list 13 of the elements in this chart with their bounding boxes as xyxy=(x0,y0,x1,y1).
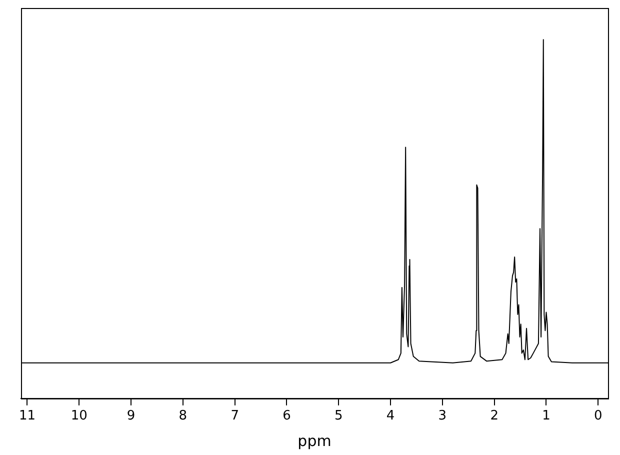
x-tick-label: 3 xyxy=(438,408,447,424)
x-tick-label: 1 xyxy=(542,408,550,424)
x-tick-label: 11 xyxy=(18,408,36,424)
x-tick-label: 6 xyxy=(282,408,291,424)
x-tick-label: 10 xyxy=(70,408,88,424)
x-axis-title: ppm xyxy=(298,432,332,450)
x-tick-label: 4 xyxy=(386,408,395,424)
x-tick-label: 0 xyxy=(594,408,602,424)
x-tick-label: 9 xyxy=(126,408,136,424)
x-tick-label: 7 xyxy=(230,408,239,424)
x-tick-label: 8 xyxy=(178,408,188,424)
x-tick-label: 2 xyxy=(490,408,498,424)
x-tick-label: 5 xyxy=(334,408,343,424)
